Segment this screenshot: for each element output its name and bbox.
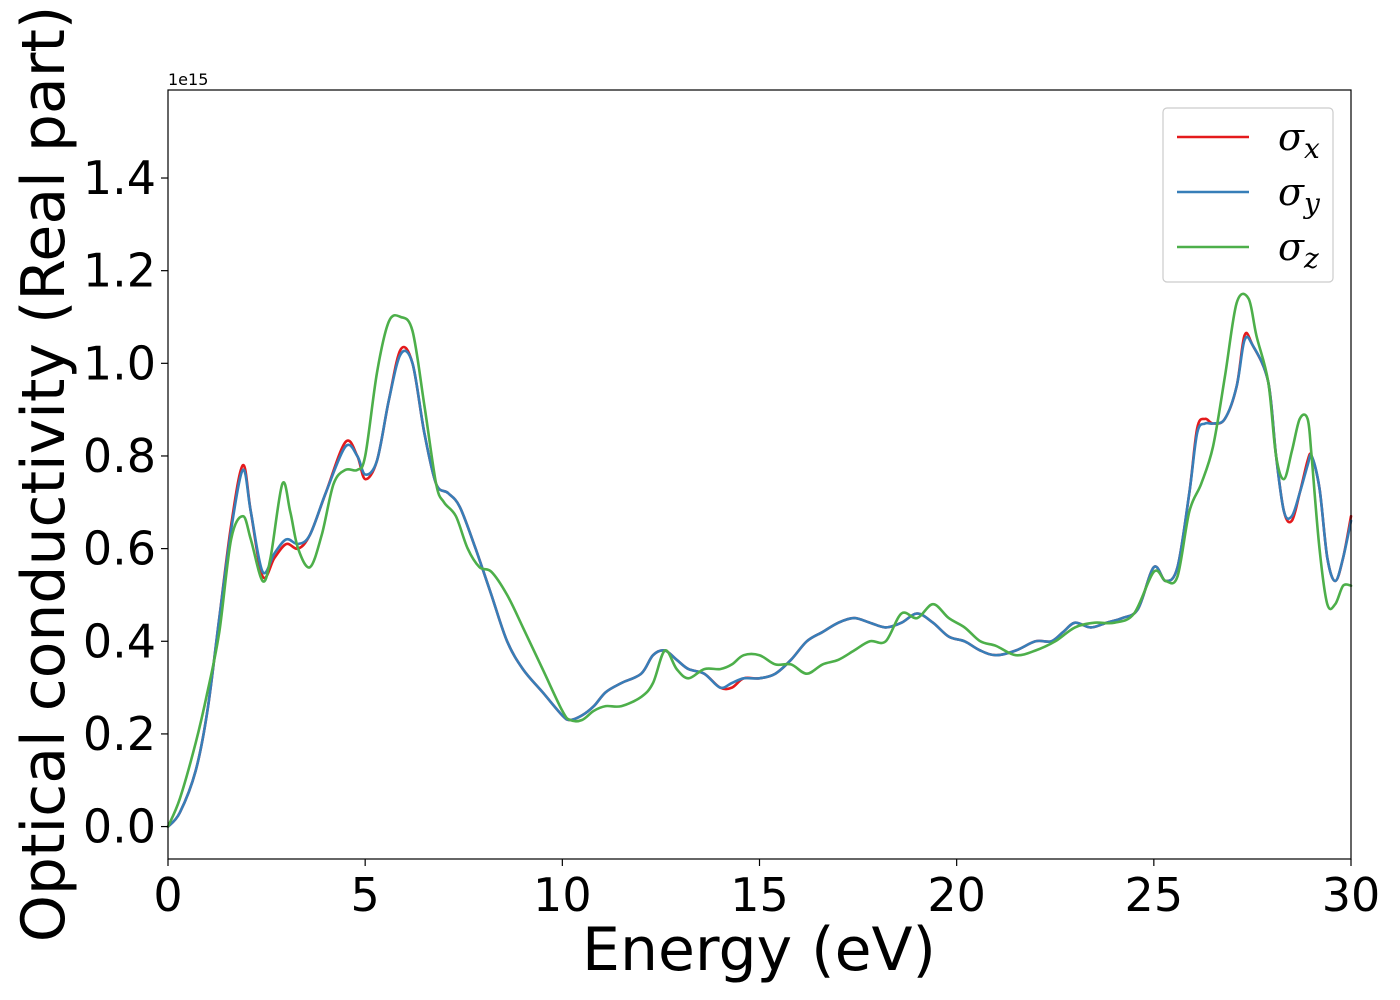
legend-label-z: σz [1278,225,1319,275]
y-tick-label: 0.0 [83,800,156,854]
y-tick-label: 0.6 [83,522,156,576]
x-tick-label: 5 [351,868,380,922]
series-layer [166,292,1353,828]
legend-frame [1162,107,1334,283]
series-line-y [166,335,1353,828]
y-tick-label: 1.2 [83,244,156,298]
y-tick-label: 1.0 [83,336,156,390]
y-tick-label: 0.8 [83,429,156,483]
series-line-z [166,292,1353,828]
x-tick-label: 0 [153,868,182,922]
x-axis: 0 5 10 15 20 25 30 [153,859,1380,922]
legend-label-y: σy [1278,170,1321,220]
y-tick-label: 0.4 [83,614,156,668]
x-tick-label: 30 [1322,868,1381,922]
x-tick-label: 20 [927,868,986,922]
x-tick-label: 25 [1125,868,1184,922]
plot-area [166,89,1353,860]
x-tick-label: 15 [730,868,789,922]
x-axis-label: Energy (eV) [582,915,936,985]
x-tick-label: 10 [533,868,592,922]
y-tick-label: 0.2 [83,707,156,761]
legend-label-x: σx [1278,115,1320,165]
y-tick-label: 1.4 [83,151,156,205]
y-offset-label: 1e15 [168,70,208,89]
y-axis-label: Optical conductivity (Real part) [9,6,79,943]
y-axis: 0.0 0.2 0.4 0.6 0.8 1.0 1.2 1.4 [83,151,168,854]
